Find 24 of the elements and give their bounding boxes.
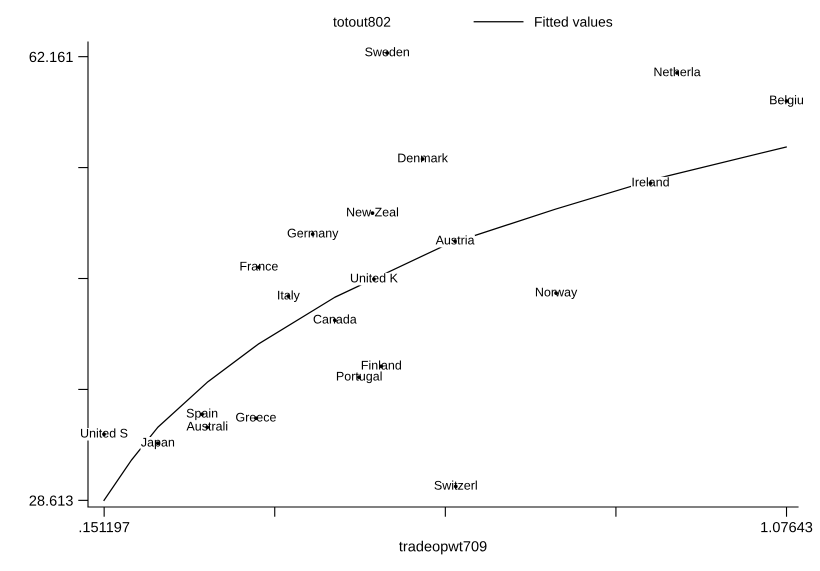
data-label: New Zeal <box>347 207 398 216</box>
data-label: Switzerl <box>434 480 477 490</box>
x-tick-label: 1.07643 <box>761 522 812 532</box>
data-label: United S <box>81 428 128 438</box>
series-label: totout802 <box>333 16 390 27</box>
y-tick-label: 62.161 <box>30 52 73 62</box>
data-label: Netherla <box>654 67 701 76</box>
data-label: Portugal <box>336 371 382 384</box>
data-label: Belgiu <box>770 95 804 107</box>
data-label: United K <box>350 273 398 282</box>
data-label: Finland <box>362 360 401 370</box>
data-label: Canada <box>314 314 357 324</box>
data-label: Spain <box>186 408 218 420</box>
data-label: Germany <box>288 228 338 240</box>
data-label: France <box>240 262 278 271</box>
data-label: Greece <box>236 412 276 422</box>
data-label: Norway <box>536 288 578 299</box>
data-label: Australi <box>186 421 228 431</box>
x-axis-title: tradeopwt709 <box>399 540 486 554</box>
x-tick-label: .151197 <box>80 522 130 532</box>
data-label: Denmark <box>398 153 448 162</box>
legend-label: Fitted values <box>535 16 612 27</box>
data-label: Sweden <box>365 47 409 56</box>
y-tick-label: 28.613 <box>30 495 73 506</box>
